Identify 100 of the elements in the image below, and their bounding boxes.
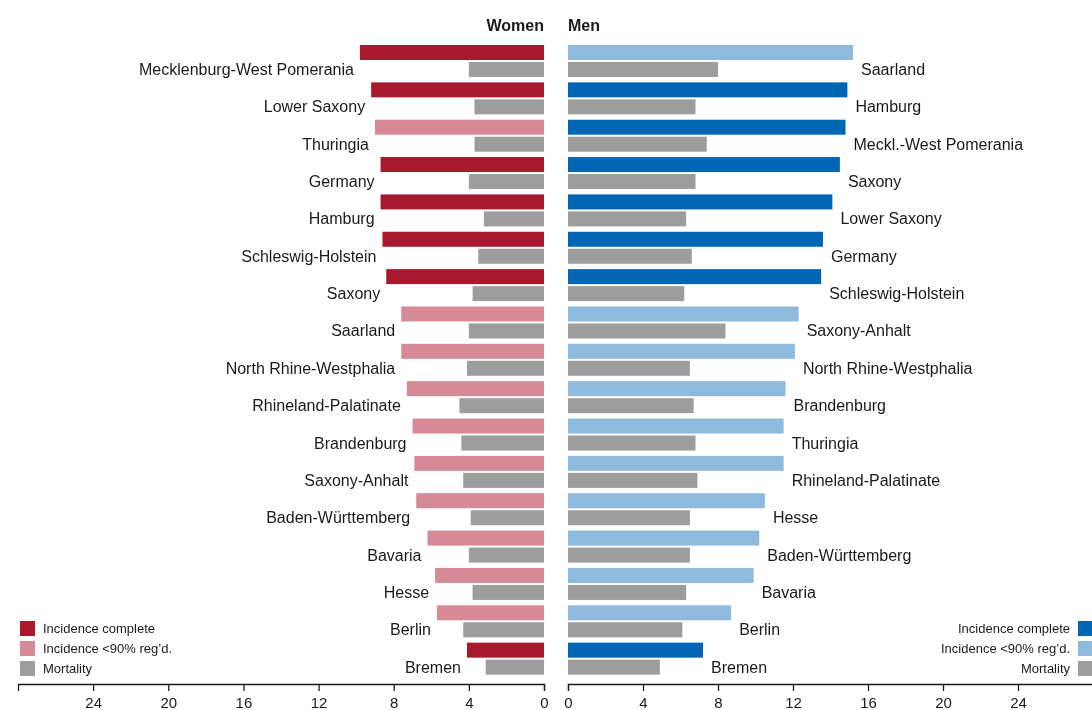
bar [568, 622, 683, 638]
bar [568, 286, 685, 302]
y-tick-label: Hamburg [308, 210, 375, 228]
bar [435, 567, 544, 583]
bar [568, 455, 784, 471]
bar [380, 157, 544, 173]
bar [568, 567, 754, 583]
x-tick-label: 8 [390, 693, 399, 710]
y-tick-label: Berlin [390, 621, 431, 639]
bar [472, 286, 544, 302]
x-tick-label: 0 [540, 693, 549, 710]
y-tick-label: North Rhine-Westphalia [225, 359, 396, 377]
y-tick-label: Meckl.-West Pomerania [853, 135, 1024, 153]
chart-title: Women [486, 17, 544, 34]
legend-label: Incidence <90% reg’d. [43, 641, 173, 656]
bar [382, 231, 544, 247]
legend-label: Mortality [1020, 661, 1071, 676]
bar [485, 659, 544, 675]
x-tick-label: 12 [310, 693, 328, 710]
y-tick-label: Baden-Württemberg [767, 546, 912, 564]
bar [568, 435, 696, 451]
bar [568, 360, 690, 376]
x-tick-label: 20 [935, 693, 952, 710]
y-tick-label: Saxony-Anhalt [304, 471, 409, 489]
bar [568, 99, 696, 115]
bar [466, 360, 544, 376]
bar [568, 231, 823, 247]
bar [468, 62, 544, 77]
bar [401, 306, 544, 322]
x-tick-label: 0 [564, 693, 573, 710]
x-tick-label: 8 [714, 693, 723, 710]
bar [416, 493, 544, 509]
legend-label: Incidence <90% reg’d. [940, 641, 1070, 656]
bar [568, 510, 690, 526]
bar [568, 119, 846, 135]
y-tick-label: Hesse [772, 509, 819, 527]
bar [568, 157, 840, 173]
bar [568, 269, 822, 285]
bar [374, 119, 544, 135]
x-tick-label: 16 [235, 693, 253, 710]
bar [568, 398, 694, 414]
bar [461, 435, 544, 451]
bar [463, 472, 544, 488]
y-tick-label: Baden-Württemberg [266, 509, 411, 527]
bar [427, 530, 544, 546]
bar [483, 211, 544, 227]
bar [568, 659, 660, 675]
chart-title: Men [568, 17, 600, 34]
bar [568, 323, 726, 339]
bar [412, 418, 544, 434]
bar [474, 136, 544, 152]
y-tick-label: Bavaria [761, 583, 816, 601]
legend-label: Incidence complete [43, 621, 156, 636]
y-tick-label: Saxony [326, 285, 381, 303]
x-tick-label: 4 [639, 693, 648, 710]
bar [468, 174, 544, 190]
x-tick-label: 4 [465, 693, 474, 710]
bar [568, 194, 833, 210]
y-tick-label: North Rhine-Westphalia [802, 359, 973, 377]
bar [568, 211, 687, 227]
bar [386, 269, 544, 285]
bar [459, 398, 544, 414]
x-tick-label: 12 [785, 693, 802, 710]
x-tick-label: 20 [160, 693, 178, 710]
bar [478, 248, 544, 264]
y-tick-label: Brandenburg [793, 397, 887, 415]
bar [474, 99, 544, 115]
bar [568, 381, 786, 397]
bar [436, 605, 544, 621]
bar [568, 584, 687, 600]
bar [463, 622, 544, 638]
bar [359, 45, 544, 60]
bar [568, 418, 784, 434]
bar [568, 45, 853, 60]
bar [568, 472, 698, 488]
bar [568, 493, 765, 509]
x-tick-label: 24 [85, 693, 102, 710]
y-tick-label: Saxony [847, 173, 902, 191]
y-tick-label: Thuringia [302, 135, 370, 153]
y-tick-label: Bremen [404, 658, 461, 676]
y-tick-label: Rhineland-Palatinate [252, 397, 401, 415]
bar [568, 547, 690, 563]
bar [568, 306, 799, 322]
x-tick-label: 24 [1010, 693, 1027, 710]
x-tick-label: 16 [860, 693, 877, 710]
bar [472, 584, 544, 600]
bar [568, 174, 696, 190]
bar [568, 62, 718, 77]
bar [568, 605, 732, 621]
legend-label: Incidence complete [957, 621, 1070, 636]
bar [414, 455, 544, 471]
bar [371, 82, 544, 98]
y-tick-label: Bavaria [367, 546, 422, 564]
bar [568, 248, 692, 264]
y-tick-label: Thuringia [791, 434, 859, 452]
y-tick-label: Mecklenburg-West Pomerania [138, 61, 354, 78]
bar [568, 343, 795, 359]
bar [468, 547, 544, 563]
y-tick-label: Germany [308, 173, 375, 191]
y-tick-label: Brandenburg [313, 434, 407, 452]
